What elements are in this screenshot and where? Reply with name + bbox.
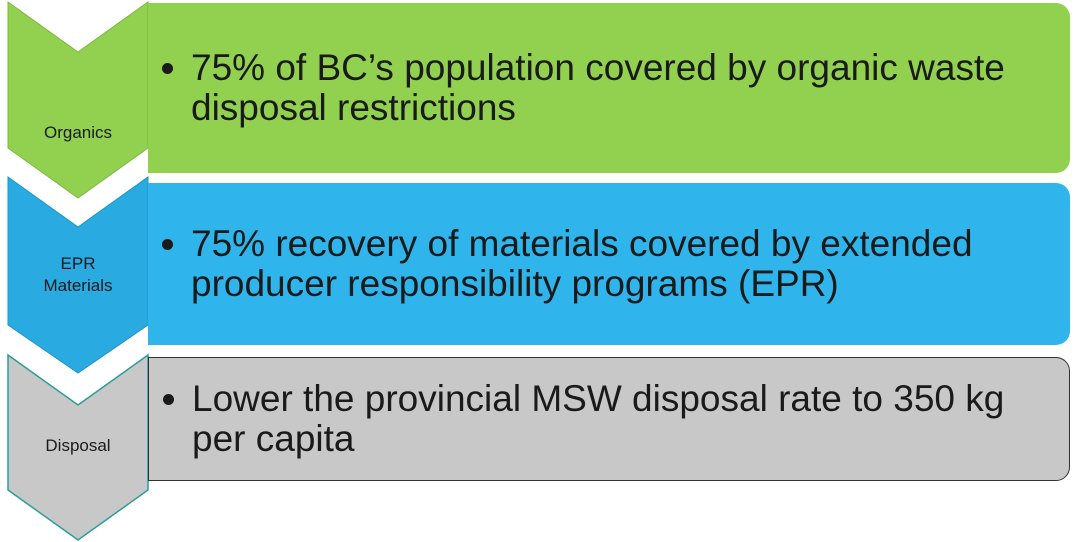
chevron-label: EPR Materials — [43, 254, 113, 295]
content-box: 75% recovery of materials covered by ext… — [148, 183, 1070, 345]
chevron — [7, 1, 149, 199]
content-box: 75% of BC’s population covered by organi… — [148, 3, 1070, 173]
bullet-text: 75% of BC’s population covered by organi… — [191, 48, 1060, 128]
bullet-list: 75% of BC’s population covered by organi… — [148, 48, 1070, 128]
bullet-text: Lower the provincial MSW disposal rate t… — [192, 379, 1059, 459]
chevron-label: Organics — [43, 123, 113, 142]
bullet-list: 75% recovery of materials covered by ext… — [148, 224, 1070, 304]
chevron — [7, 353, 149, 541]
bullet-text: 75% recovery of materials covered by ext… — [191, 224, 1060, 304]
bullet-list: Lower the provincial MSW disposal rate t… — [149, 379, 1069, 459]
chevron-label: Disposal — [45, 436, 111, 455]
content-box: Lower the provincial MSW disposal rate t… — [148, 357, 1070, 481]
